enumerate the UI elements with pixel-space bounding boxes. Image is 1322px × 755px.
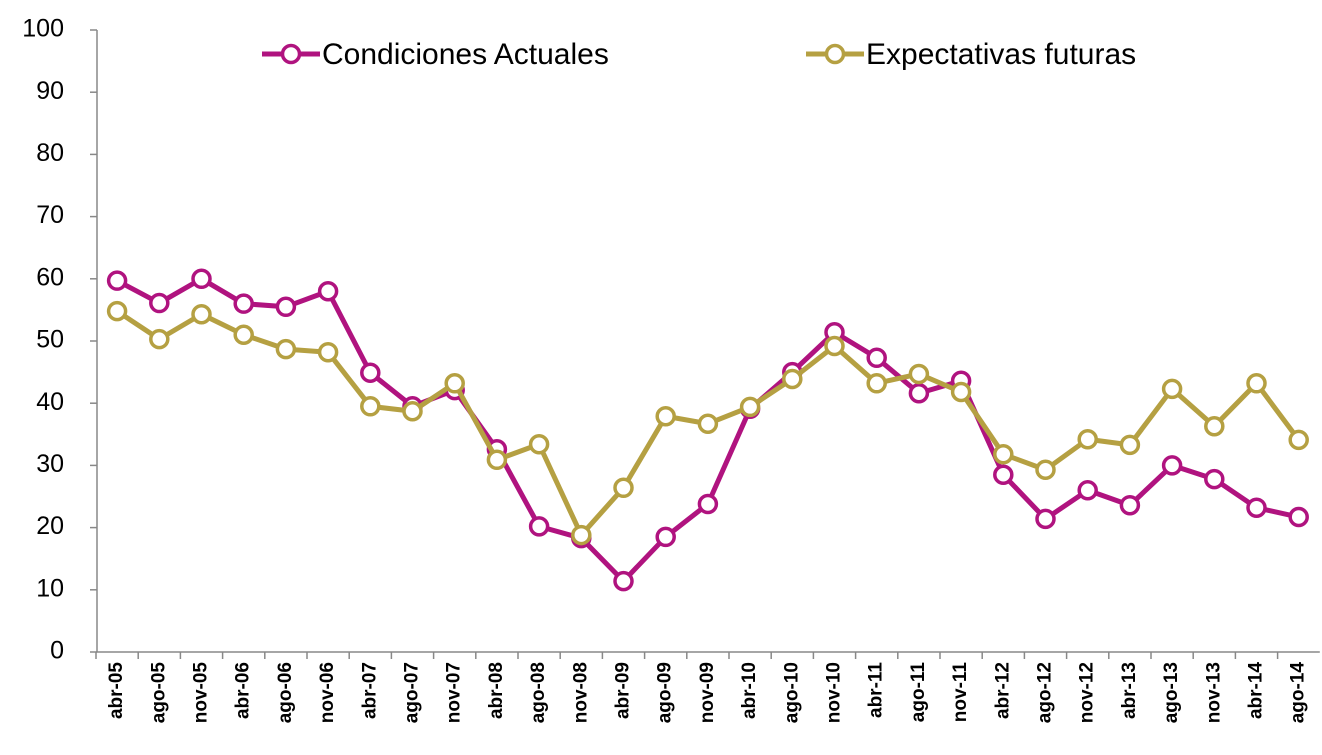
y-tick-label: 10	[36, 574, 64, 602]
point-marker	[1035, 508, 1056, 530]
x-tick-label: abr-05	[106, 662, 127, 719]
point-marker	[528, 434, 550, 455]
y-tick-label: 60	[36, 263, 64, 291]
x-tick-label: ago-06	[275, 662, 296, 723]
point-marker	[697, 493, 719, 515]
point-marker	[149, 292, 170, 314]
y-tick-label: 40	[36, 388, 64, 416]
x-tick-label: ago-10	[781, 662, 802, 723]
y-tick-label: 100	[22, 15, 64, 43]
x-tick-label: abr-07	[359, 662, 380, 719]
y-tick-label: 0	[50, 637, 64, 665]
x-tick-label: nov-05	[191, 662, 212, 724]
point-marker	[360, 362, 381, 383]
point-marker	[1077, 429, 1098, 450]
point-marker	[275, 296, 297, 318]
x-tick-label: nov-06	[317, 662, 338, 723]
point-marker	[1161, 455, 1183, 476]
x-tick-label: ago-11	[908, 662, 929, 723]
point-marker	[233, 293, 254, 314]
y-tick-label: 20	[36, 512, 64, 540]
point-marker	[317, 341, 339, 363]
y-tick-label: 30	[36, 450, 64, 478]
point-marker	[402, 401, 423, 422]
x-tick-label: abr-13	[1119, 662, 1140, 719]
point-marker	[149, 328, 170, 350]
point-marker	[1204, 468, 1225, 490]
y-tick-label: 50	[36, 326, 64, 354]
x-tick-label: ago-05	[148, 662, 169, 724]
point-marker	[993, 443, 1014, 465]
point-marker	[1161, 378, 1183, 400]
x-tick-label: abr-12	[992, 662, 1013, 719]
x-tick-label: abr-06	[233, 662, 254, 719]
x-tick-label: ago-14	[1288, 662, 1309, 724]
point-marker	[993, 464, 1014, 485]
point-marker	[866, 373, 887, 394]
x-tick-label: nov-12	[1077, 662, 1098, 723]
x-tick-label: nov-08	[570, 662, 591, 723]
point-marker	[908, 363, 930, 385]
x-tick-label: abr-10	[739, 662, 760, 719]
point-marker	[1077, 480, 1098, 501]
point-marker	[191, 268, 212, 290]
point-marker	[697, 413, 719, 434]
point-marker	[360, 396, 381, 417]
point-marker	[739, 396, 761, 418]
point-marker	[233, 324, 254, 346]
point-marker	[1288, 429, 1309, 451]
x-tick-label: nov-09	[697, 662, 718, 723]
legend-label: Condiciones Actuales	[322, 38, 609, 71]
y-tick-label: 90	[36, 77, 64, 105]
y-tick-label: 80	[36, 139, 64, 167]
point-marker	[317, 280, 339, 302]
point-marker	[824, 335, 845, 357]
legend-marker	[824, 43, 846, 65]
x-tick-label: abr-09	[613, 662, 634, 719]
point-marker	[275, 338, 297, 360]
point-marker	[613, 570, 634, 592]
x-tick-label: ago-07	[402, 662, 423, 723]
point-marker	[528, 516, 550, 537]
x-tick-label: abr-11	[866, 662, 887, 718]
x-tick-label: nov-13	[1203, 662, 1224, 723]
point-marker	[1119, 434, 1141, 456]
x-tick-label: nov-11	[950, 662, 971, 723]
point-marker	[106, 300, 128, 322]
point-marker	[655, 406, 676, 427]
point-marker	[613, 477, 634, 499]
legend-label: Expectativas futuras	[866, 38, 1136, 71]
x-tick-label: abr-08	[486, 662, 507, 719]
point-marker	[1246, 373, 1267, 394]
point-marker	[1288, 506, 1309, 528]
legend-marker	[280, 43, 302, 65]
x-tick-label: ago-09	[655, 662, 676, 723]
point-marker	[191, 304, 212, 325]
x-tick-label: ago-12	[1035, 662, 1056, 723]
point-marker	[1204, 415, 1225, 437]
point-marker	[486, 449, 508, 471]
point-marker	[1035, 459, 1056, 481]
point-marker	[1246, 497, 1267, 518]
point-marker	[655, 526, 676, 548]
point-marker	[1119, 494, 1141, 516]
point-marker	[444, 373, 465, 394]
x-tick-label: ago-13	[1161, 662, 1182, 723]
point-marker	[106, 270, 128, 291]
point-marker	[782, 368, 803, 390]
point-marker	[866, 347, 887, 369]
x-tick-label: nov-07	[444, 662, 465, 723]
point-marker	[950, 381, 972, 403]
point-marker	[571, 524, 592, 546]
x-tick-label: abr-14	[1246, 662, 1267, 719]
x-tick-label: ago-08	[528, 662, 549, 723]
point-marker	[908, 382, 930, 404]
x-tick-label: nov-10	[824, 662, 845, 723]
y-tick-label: 70	[36, 201, 64, 229]
